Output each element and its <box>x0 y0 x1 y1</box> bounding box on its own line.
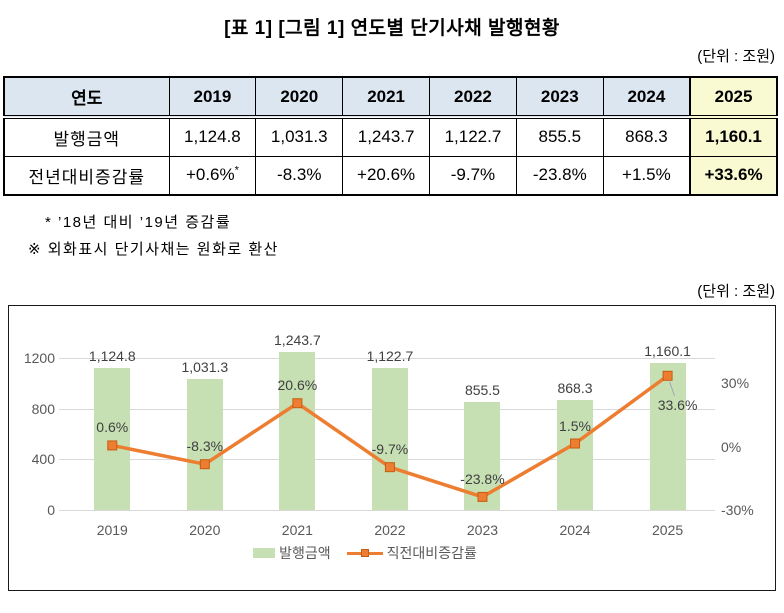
line-value-label: 1.5% <box>559 417 591 434</box>
bar-value-label: 1,031.3 <box>181 359 229 376</box>
issuance-table: 연도 2019 2020 2021 2022 2023 2024 2025 발행금액 1,124… <box>3 76 778 196</box>
bar-2020 <box>186 379 223 510</box>
table-cell: -8.3% <box>255 155 344 196</box>
table-year-header: 2024 <box>602 76 691 119</box>
x-axis-label: 2019 <box>96 522 128 538</box>
bar-value-label: 1,243.7 <box>274 332 321 349</box>
legend-item-issuance: 발행금액 <box>253 543 331 563</box>
table-unit-label: (단위 : 조원) <box>697 48 775 65</box>
bar-2022 <box>371 367 408 510</box>
table-cell: 1,031.3 <box>255 116 344 157</box>
gridline <box>59 358 715 359</box>
table-cell: -9.7% <box>429 155 517 196</box>
row-label: 발행금액 <box>3 116 170 157</box>
table-year-header: 2025 <box>689 76 778 119</box>
table-cell: +33.6% <box>689 155 778 196</box>
footnotes: * ’18년 대비 ’19년 증감률 ※ 외화표시 단기사채는 원화로 환산 <box>0 209 784 263</box>
line-value-label: 20.6% <box>277 377 318 394</box>
bar-2024 <box>557 400 594 510</box>
table-cell: 868.3 <box>602 116 691 157</box>
table-year-header: 2019 <box>168 76 257 119</box>
table-cell: 1,124.8 <box>168 116 257 157</box>
table-year-header: 2022 <box>429 76 517 119</box>
x-axis-label: 2020 <box>189 522 221 538</box>
table-year-header: 2020 <box>255 76 344 119</box>
line-value-label: 33.6% <box>657 396 698 413</box>
bar-2019 <box>94 367 131 510</box>
table-cell: +0.6%* <box>168 155 257 196</box>
line-marker <box>384 462 395 473</box>
x-axis-label: 2021 <box>281 522 313 538</box>
table-cell: 1,243.7 <box>342 116 431 157</box>
combo-chart: 0 400 800 1200 30% 0% -30% 1,124.8 2019 0.6% 1,03… <box>8 305 776 591</box>
footnote-comparison: * ’18년 대비 ’19년 증감률 <box>45 214 232 231</box>
right-axis-tick: -30% <box>721 502 754 518</box>
bar-2021 <box>279 352 316 510</box>
footnote-fx-conversion: ※ 외화표시 단기사채는 원화로 환산 <box>28 241 279 258</box>
line-chart-svg <box>107 370 676 502</box>
line-marker <box>477 491 488 502</box>
line-marker <box>199 459 210 470</box>
bar-value-label: 868.3 <box>557 380 593 396</box>
table-cell: 1,160.1 <box>689 116 778 157</box>
table-corner-header: 연도 <box>3 76 170 119</box>
x-axis-label: 2023 <box>466 522 499 538</box>
table-year-header: 2023 <box>515 76 604 119</box>
line-value-label: -8.3% <box>186 438 224 455</box>
line-marker <box>292 398 303 409</box>
chart-unit-label: (단위 : 조원) <box>697 283 775 300</box>
callout-leader-line <box>669 381 676 396</box>
table-header: 연도 2019 2020 2021 2022 2023 2024 2025 <box>3 76 778 119</box>
legend-item-change-rate: 직전대비증감률 <box>346 543 477 563</box>
line-value-label: -23.8% <box>460 470 505 487</box>
legend-label-issuance: 발행금액 <box>279 545 331 561</box>
bar-2025 <box>649 363 686 510</box>
line-marker <box>662 370 673 381</box>
right-axis-tick: 30% <box>721 375 750 392</box>
bar-value-label: 1,124.8 <box>88 347 136 364</box>
bar-value-label: 1,122.7 <box>366 347 414 364</box>
line-series <box>9 306 777 590</box>
gridline <box>59 510 715 511</box>
line-marker <box>107 440 118 451</box>
table-year-header: 2021 <box>342 76 431 119</box>
left-axis-tick: 400 <box>31 451 55 468</box>
chart-legend: 발행금액 직전대비증감률 <box>9 543 721 563</box>
row-label: 전년대비증감률 <box>3 155 170 196</box>
x-axis-label: 2024 <box>559 522 591 538</box>
table-cell: +1.5% <box>602 155 691 196</box>
bar-value-label: 1,160.1 <box>644 343 691 360</box>
x-axis-label: 2025 <box>651 522 684 538</box>
bar-swatch-icon <box>253 548 276 558</box>
line-value-label: -9.7% <box>371 441 409 458</box>
footnote-marker: * <box>234 164 239 177</box>
legend-label-change-rate: 직전대비증감률 <box>386 545 477 561</box>
line-marker <box>570 438 581 449</box>
table-header-row: 연도 2019 2020 2021 2022 2023 2024 2025 <box>3 76 778 119</box>
table-cell: +20.6% <box>342 155 431 196</box>
x-axis-label: 2022 <box>374 522 406 538</box>
bar-value-label: 855.5 <box>464 381 500 398</box>
table-body: 발행금액 1,124.8 1,031.3 1,243.7 1,122.7 855.5 868… <box>3 116 778 196</box>
page-title: [표 1] [그림 1] 연도별 단기사채 발행현황 <box>224 18 560 39</box>
left-axis-tick: 1200 <box>23 350 55 366</box>
line-value-label: 0.6% <box>96 419 129 436</box>
left-axis-tick: 0 <box>47 502 55 518</box>
table-row: 전년대비증감률 +0.6%* -8.3% +20.6% -9.7% -23.8% +1.5%… <box>3 155 778 196</box>
table-row: 발행금액 1,124.8 1,031.3 1,243.7 1,122.7 855.5 868… <box>3 116 778 157</box>
table-cell: 855.5 <box>515 116 604 157</box>
table-cell: 1,122.7 <box>429 116 517 157</box>
left-axis-tick: 800 <box>31 400 55 417</box>
right-axis-tick: 0% <box>721 438 742 455</box>
table-cell: -23.8% <box>515 155 604 196</box>
line-marker-icon <box>346 548 383 558</box>
